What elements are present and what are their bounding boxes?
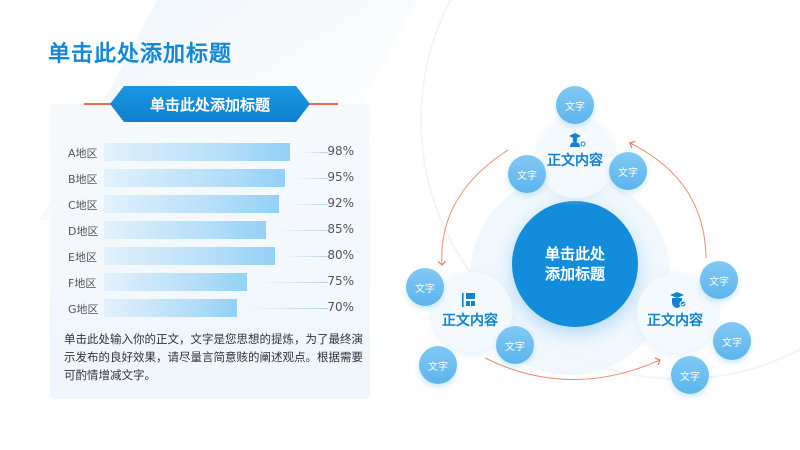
ribbon-line-right (308, 103, 338, 105)
bar-value: 70% (327, 300, 354, 314)
node-title: 正文内容 (442, 313, 498, 329)
text-bubble: 文字 (556, 86, 594, 124)
presentation-board-icon (462, 293, 475, 307)
text-bubble: 文字 (508, 155, 546, 193)
bar-value: 92% (327, 196, 354, 210)
bar-row: E地区 80% (60, 247, 360, 265)
body-text: 单击此处输入你的正文，文字是您思想的提炼，为了最终演示发布的良好效果，请尽量言简… (64, 332, 363, 382)
text-bubble: 文字 (609, 152, 647, 190)
node-halo (536, 118, 616, 198)
ribbon-line-left (84, 103, 114, 105)
center-topic-line2: 添加标题 (544, 265, 605, 283)
bar-label: A地区 (68, 147, 98, 160)
bar-value: 80% (327, 248, 354, 262)
scholar-shield-icon (670, 292, 687, 308)
bar-row: D地区 85% (60, 221, 360, 239)
panel-title: 单击此处添加标题 (149, 95, 270, 114)
text-bubble: 文字 (700, 261, 738, 299)
text-bubble: 文字 (419, 346, 457, 384)
bar (104, 143, 290, 161)
center-topic-line1: 单击此处 (544, 245, 605, 263)
text-bubble: 文字 (496, 326, 534, 364)
graduate-icon (569, 133, 586, 147)
bar-label: E地区 (68, 251, 97, 264)
bar (104, 247, 275, 265)
bar (104, 273, 247, 291)
bar-label: F地区 (68, 277, 97, 290)
bar (104, 169, 285, 187)
bar (104, 221, 266, 239)
bar-row: F地区 75% (60, 273, 360, 291)
bar-value: 75% (327, 274, 354, 288)
bar-row: A地区 98% (60, 143, 360, 161)
node-title: 正文内容 (647, 313, 703, 329)
node-title: 正文内容 (547, 153, 603, 169)
bar (104, 195, 279, 213)
bar-value: 95% (327, 170, 354, 184)
bar-row: B地区 95% (60, 169, 360, 187)
bar-row: G地区 70% (60, 299, 360, 317)
text-bubble: 文字 (406, 268, 444, 306)
bar (104, 299, 237, 317)
center-topic: 单击此处 添加标题 (512, 201, 638, 327)
text-bubble: 文字 (671, 356, 709, 394)
bar-label: G地区 (68, 303, 99, 316)
bar-row: C地区 92% (60, 195, 360, 213)
bar-label: D地区 (68, 225, 99, 238)
bar-label: B地区 (68, 173, 98, 186)
panel-title-banner: 单击此处添加标题 (110, 86, 310, 122)
bar-value: 98% (327, 144, 354, 158)
bar-label: C地区 (68, 199, 98, 212)
text-bubble: 文字 (713, 322, 751, 360)
bar-value: 85% (327, 222, 354, 236)
page-title: 单击此处添加标题 (48, 42, 233, 67)
